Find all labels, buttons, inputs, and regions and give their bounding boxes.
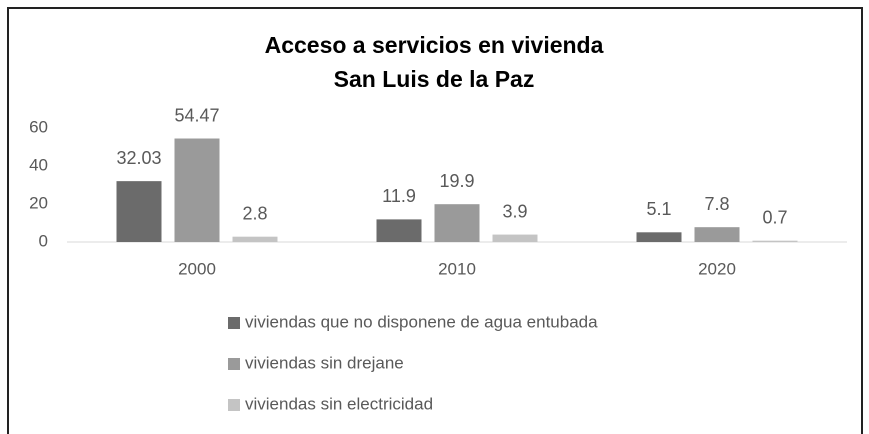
x-tick-label: 2000 — [178, 259, 216, 278]
data-label: 32.03 — [116, 148, 161, 168]
data-label: 5.1 — [646, 199, 671, 219]
chart: Acceso a servicios en vivienda San Luis … — [0, 0, 869, 434]
bar — [753, 241, 798, 242]
bar — [175, 139, 220, 242]
bar — [695, 227, 740, 242]
bar — [233, 237, 278, 242]
bar — [117, 181, 162, 242]
x-tick-label: 2020 — [698, 259, 736, 278]
legend-swatch — [228, 399, 240, 411]
legend-label: viviendas sin electricidad — [245, 394, 433, 413]
legend-label: viviendas sin drejane — [245, 353, 404, 372]
legend-swatch — [228, 358, 240, 370]
bar — [435, 204, 480, 242]
data-label: 54.47 — [174, 105, 219, 125]
data-label: 2.8 — [242, 203, 267, 223]
data-label: 7.8 — [704, 194, 729, 214]
legend-swatch — [228, 317, 240, 329]
data-label: 19.9 — [439, 171, 474, 191]
y-tick-label: 0 — [39, 231, 48, 250]
data-label: 11.9 — [382, 186, 416, 206]
y-tick-label: 40 — [29, 155, 48, 174]
x-tick-label: 2010 — [438, 259, 476, 278]
y-tick-label: 60 — [29, 117, 48, 136]
data-label: 0.7 — [762, 207, 787, 227]
bar — [377, 219, 422, 242]
chart-title: Acceso a servicios en vivienda — [265, 32, 604, 58]
data-label: 3.9 — [502, 201, 527, 221]
bar — [637, 232, 682, 242]
chart-subtitle: San Luis de la Paz — [334, 66, 535, 92]
bar — [493, 235, 538, 242]
legend-label: viviendas que no disponene de agua entub… — [245, 312, 598, 331]
y-tick-label: 20 — [29, 193, 48, 212]
